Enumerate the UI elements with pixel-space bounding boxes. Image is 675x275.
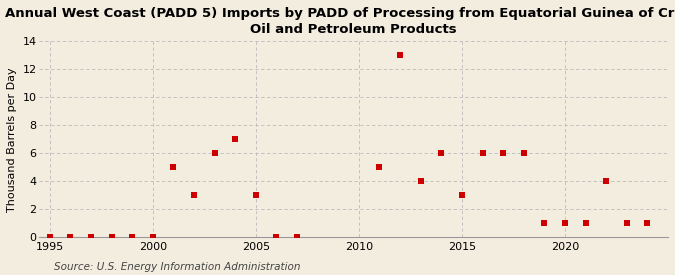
Title: Annual West Coast (PADD 5) Imports by PADD of Processing from Equatorial Guinea : Annual West Coast (PADD 5) Imports by PA… [5, 7, 675, 36]
Point [209, 151, 220, 156]
Point [65, 235, 76, 240]
Point [230, 137, 240, 142]
Point [497, 151, 508, 156]
Point [518, 151, 529, 156]
Point [539, 221, 549, 226]
Point [271, 235, 282, 240]
Point [147, 235, 158, 240]
Point [395, 53, 406, 57]
Point [477, 151, 488, 156]
Point [45, 235, 55, 240]
Point [374, 165, 385, 170]
Point [622, 221, 632, 226]
Point [580, 221, 591, 226]
Point [168, 165, 179, 170]
Point [436, 151, 447, 156]
Point [292, 235, 302, 240]
Point [601, 179, 612, 183]
Point [250, 193, 261, 197]
Point [127, 235, 138, 240]
Text: Source: U.S. Energy Information Administration: Source: U.S. Energy Information Administ… [54, 262, 300, 272]
Point [560, 221, 570, 226]
Point [415, 179, 426, 183]
Point [106, 235, 117, 240]
Y-axis label: Thousand Barrels per Day: Thousand Barrels per Day [7, 67, 17, 212]
Point [642, 221, 653, 226]
Point [188, 193, 199, 197]
Point [456, 193, 467, 197]
Point [86, 235, 97, 240]
